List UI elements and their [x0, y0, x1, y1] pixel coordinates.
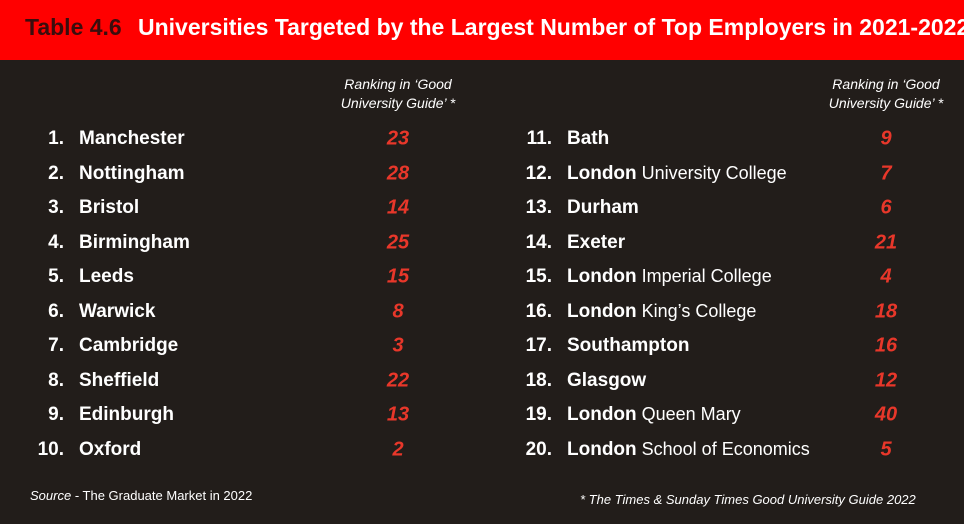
university-name: Edinburgh: [79, 404, 174, 425]
university: London King’s College: [567, 301, 756, 323]
rank: 3.: [48, 197, 64, 218]
guide-ranking: 4: [880, 265, 892, 288]
university: Manchester: [79, 128, 185, 150]
rank: 7.: [48, 335, 64, 356]
university-name: Cambridge: [79, 335, 179, 356]
guide-ranking: 21: [874, 231, 898, 253]
table-title: Universities Targeted by the Largest Num…: [138, 14, 964, 40]
rank: 5.: [48, 266, 64, 287]
rank: 9.: [48, 404, 64, 425]
rank: 16.: [525, 300, 552, 322]
university-name: Manchester: [79, 128, 185, 149]
university-name: London: [567, 162, 637, 184]
university: Birmingham: [79, 232, 190, 254]
university: Leeds: [79, 266, 134, 288]
ranking-header: Ranking in ‘Good University Guide’ *: [340, 76, 456, 111]
rank: 13.: [525, 197, 552, 218]
college-name: Imperial College: [641, 266, 772, 286]
guide-ranking: 2: [392, 438, 404, 460]
college-name: Queen Mary: [641, 404, 741, 424]
college-name: School of Economics: [641, 438, 810, 459]
source: Source - The Graduate Market in 2022: [30, 488, 252, 503]
header-bar: Table 4.6 Universities Targeted by the L…: [0, 0, 964, 60]
university-name: Birmingham: [79, 231, 190, 253]
rank: 12.: [525, 162, 552, 184]
university-name: Bristol: [79, 197, 140, 218]
rank: 2.: [48, 162, 64, 184]
guide-ranking: 22: [386, 369, 410, 391]
guide-ranking: 28: [386, 162, 410, 184]
university-name: London: [567, 266, 637, 287]
college-name: University College: [641, 162, 787, 183]
university-name: Durham: [567, 197, 639, 218]
guide-ranking: 25: [386, 231, 410, 253]
rank: 11.: [526, 128, 552, 149]
source-label: Source: [30, 488, 72, 503]
guide-ranking: 16: [874, 334, 898, 357]
university: Glasgow: [567, 370, 646, 392]
university: Cambridge: [79, 335, 178, 357]
rank: 18.: [525, 369, 552, 391]
source-text: - The Graduate Market in 2022: [74, 488, 253, 503]
university: London University College: [567, 163, 787, 185]
rank: 17.: [525, 335, 552, 356]
guide-ranking: 23: [386, 127, 410, 150]
guide-ranking: 5: [880, 438, 892, 460]
guide-ranking: 13: [386, 403, 410, 426]
university: London Queen Mary: [567, 404, 741, 426]
guide-ranking: 40: [874, 403, 898, 426]
guide-ranking: 18: [874, 300, 898, 322]
university: Exeter: [567, 232, 625, 254]
university-name: Oxford: [79, 438, 142, 460]
guide-ranking: 6: [880, 196, 892, 219]
rank: 4.: [48, 231, 64, 253]
guide-ranking: 12: [874, 369, 898, 391]
rank: 8.: [48, 369, 64, 391]
rank: 10.: [37, 438, 64, 460]
ranking-header: Ranking in ‘Good University Guide’ *: [828, 76, 944, 111]
university: Nottingham: [79, 163, 185, 185]
footnote: * The Times & Sunday Times Good Universi…: [580, 492, 916, 507]
university-name: Bath: [567, 128, 610, 149]
university: London Imperial College: [567, 266, 772, 288]
university: Sheffield: [79, 370, 159, 392]
university: Edinburgh: [79, 404, 174, 426]
university: Warwick: [79, 301, 155, 323]
university: Southampton: [567, 335, 689, 357]
guide-ranking: 15: [386, 265, 410, 288]
university-name: Warwick: [79, 300, 156, 322]
guide-ranking: 9: [880, 127, 892, 150]
table-label: Table 4.6: [25, 14, 122, 40]
guide-ranking: 14: [386, 196, 410, 219]
university: Bath: [567, 128, 609, 150]
rank: 20.: [525, 438, 552, 460]
rank: 19.: [525, 404, 552, 425]
university-name: London: [567, 300, 637, 322]
university-name: London: [567, 404, 637, 425]
university-name: Southampton: [567, 335, 690, 356]
university: Durham: [567, 197, 639, 219]
guide-ranking: 8: [392, 300, 404, 322]
university-name: London: [567, 438, 637, 460]
university-name: Sheffield: [79, 369, 160, 391]
university: London School of Economics: [567, 439, 810, 461]
college-name: King’s College: [641, 300, 757, 321]
guide-ranking: 7: [880, 162, 892, 184]
guide-ranking: 3: [392, 334, 404, 357]
rank: 6.: [48, 300, 64, 322]
university-name: Exeter: [567, 231, 626, 253]
university-name: Leeds: [79, 266, 134, 287]
university-name: Nottingham: [79, 162, 185, 184]
rank: 14.: [525, 231, 552, 253]
rank: 1.: [48, 128, 64, 149]
university-name: Glasgow: [567, 369, 647, 391]
university: Oxford: [79, 439, 141, 461]
university: Bristol: [79, 197, 139, 219]
rank: 15.: [525, 266, 552, 287]
